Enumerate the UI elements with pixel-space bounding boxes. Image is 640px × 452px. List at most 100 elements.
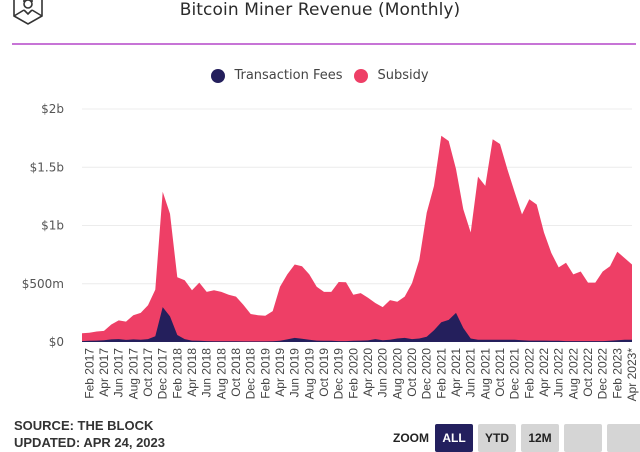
fees-point[interactable] [256,339,260,343]
fees-point[interactable] [278,339,282,343]
subsidy-point[interactable] [630,263,634,267]
subsidy-point[interactable] [513,190,517,194]
fees-point[interactable] [300,337,304,341]
fees-point[interactable] [322,339,326,343]
fees-point[interactable] [249,339,253,343]
fees-point[interactable] [461,326,465,330]
subsidy-point[interactable] [271,309,275,313]
zoom-blank-button-1[interactable] [564,424,602,452]
subsidy-point[interactable] [608,264,612,268]
legend-item-transaction-fees[interactable]: Transaction Fees [211,68,342,83]
fees-point[interactable] [139,338,143,342]
subsidy-point[interactable] [454,167,458,171]
subsidy-point[interactable] [293,263,297,267]
subsidy-point[interactable] [131,313,135,317]
subsidy-point[interactable] [557,265,561,269]
subsidy-point[interactable] [80,331,84,335]
fees-point[interactable] [417,337,421,341]
fees-point[interactable] [608,339,612,343]
fees-point[interactable] [454,311,458,315]
fees-point[interactable] [95,339,99,343]
fees-point[interactable] [271,339,275,343]
subsidy-point[interactable] [549,251,553,255]
fees-point[interactable] [234,339,238,343]
subsidy-point[interactable] [87,331,91,335]
zoom-12m-button[interactable]: 12M [521,424,559,452]
subsidy-point[interactable] [615,250,619,254]
fees-point[interactable] [439,320,443,324]
fees-point[interactable] [241,339,245,343]
fees-point[interactable] [366,338,370,342]
subsidy-point[interactable] [351,293,355,297]
legend-item-subsidy[interactable]: Subsidy [354,68,429,83]
subsidy-point[interactable] [601,270,605,274]
subsidy-point[interactable] [366,296,370,300]
fees-point[interactable] [102,338,106,342]
fees-point[interactable] [175,333,179,337]
fees-point[interactable] [190,339,194,343]
subsidy-point[interactable] [263,314,267,318]
fees-point[interactable] [168,314,172,318]
fees-point[interactable] [403,336,407,340]
fees-point[interactable] [219,339,223,343]
subsidy-point[interactable] [483,184,487,188]
subsidy-point[interactable] [153,288,157,292]
zoom-ytd-button[interactable]: YTD [478,424,516,452]
fees-point[interactable] [293,336,297,340]
fees-point[interactable] [615,338,619,342]
subsidy-point[interactable] [307,272,311,276]
fees-point[interactable] [227,339,231,343]
subsidy-point[interactable] [205,290,209,294]
fees-point[interactable] [564,339,568,343]
subsidy-point[interactable] [417,258,421,262]
fees-point[interactable] [542,339,546,343]
subsidy-point[interactable] [447,139,451,143]
subsidy-point[interactable] [241,303,245,307]
subsidy-point[interactable] [469,230,473,234]
fees-point[interactable] [623,338,627,342]
subsidy-point[interactable] [520,212,524,216]
fees-point[interactable] [579,339,583,343]
fees-point[interactable] [593,339,597,343]
subsidy-point[interactable] [117,318,121,322]
fees-point[interactable] [601,339,605,343]
fees-point[interactable] [381,338,385,342]
fees-point[interactable] [520,338,524,342]
fees-point[interactable] [87,339,91,343]
subsidy-point[interactable] [461,207,465,211]
subsidy-point[interactable] [175,275,179,279]
subsidy-point[interactable] [623,256,627,260]
fees-point[interactable] [80,339,84,343]
subsidy-point[interactable] [212,288,216,292]
subsidy-point[interactable] [168,212,172,216]
fees-point[interactable] [527,339,531,343]
fees-point[interactable] [337,339,341,343]
subsidy-point[interactable] [527,197,531,201]
subsidy-point[interactable] [256,313,260,317]
zoom-all-button[interactable]: ALL [435,424,473,452]
fees-point[interactable] [205,339,209,343]
subsidy-point[interactable] [410,281,414,285]
fees-point[interactable] [395,337,399,341]
subsidy-point[interactable] [542,230,546,234]
subsidy-point[interactable] [234,295,238,299]
fees-point[interactable] [124,338,128,342]
subsidy-point[interactable] [395,300,399,304]
fees-point[interactable] [197,339,201,343]
fees-point[interactable] [432,328,436,332]
fees-point[interactable] [351,339,355,343]
fees-point[interactable] [161,305,165,309]
fees-point[interactable] [373,337,377,341]
fees-point[interactable] [410,337,414,341]
subsidy-point[interactable] [124,320,128,324]
subsidy-point[interactable] [197,281,201,285]
subsidy-point[interactable] [249,312,253,316]
subsidy-point[interactable] [498,142,502,146]
fees-point[interactable] [153,334,157,338]
subsidy-point[interactable] [388,298,392,302]
subsidy-point[interactable] [593,281,597,285]
subsidy-point[interactable] [329,290,333,294]
fees-point[interactable] [498,338,502,342]
fees-point[interactable] [109,337,113,341]
subsidy-point[interactable] [476,175,480,179]
